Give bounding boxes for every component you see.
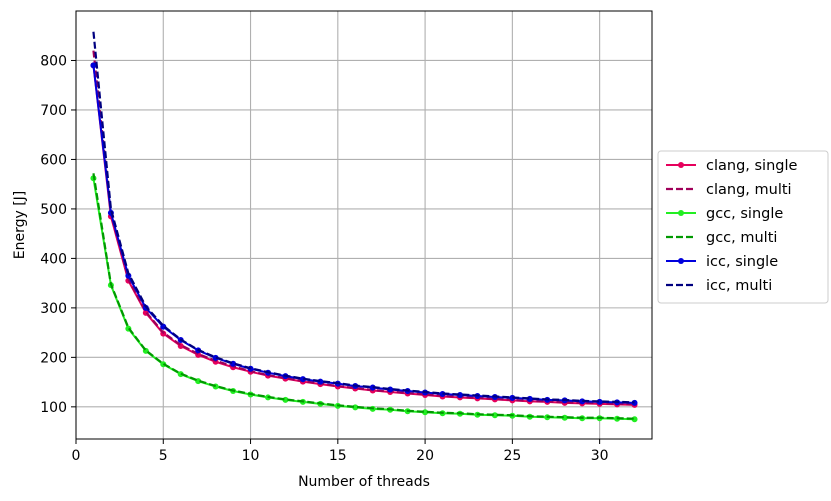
x-tick-label: 5 bbox=[159, 448, 168, 464]
legend-label: icc, single bbox=[706, 254, 778, 270]
legend-label: icc, multi bbox=[706, 278, 772, 294]
grid bbox=[75, 11, 652, 439]
legend-box bbox=[657, 150, 829, 304]
series-line-gcc-single bbox=[92, 178, 635, 421]
legend-label: gcc, single bbox=[706, 206, 783, 222]
series-line-icc-single bbox=[92, 65, 635, 404]
legend-item: clang, single bbox=[666, 158, 798, 174]
legend-item: clang, multi bbox=[666, 182, 792, 198]
y-tick-label: 200 bbox=[40, 350, 67, 366]
data-point bbox=[90, 62, 97, 69]
series-icc-single bbox=[90, 62, 638, 406]
y-axis: 100 200 300 400 500 600 700 800 bbox=[40, 53, 76, 416]
legend-label: gcc, multi bbox=[706, 230, 777, 246]
y-tick-label: 500 bbox=[40, 202, 67, 218]
legend-label: clang, single bbox=[706, 158, 798, 174]
x-tick-label: 30 bbox=[591, 448, 609, 464]
legend: clang, single clang, multi gcc, single gcc,… bbox=[657, 150, 829, 304]
x-tick-label: 20 bbox=[416, 448, 434, 464]
y-tick-label: 600 bbox=[40, 152, 67, 168]
x-axis: 0 5 10 15 20 25 30 bbox=[72, 439, 609, 464]
series-line-icc-multi bbox=[92, 31, 635, 404]
series-clang-multi bbox=[92, 50, 635, 406]
series-gcc-multi bbox=[92, 173, 635, 420]
legend-item: gcc, single bbox=[666, 206, 783, 222]
x-tick-label: 0 bbox=[72, 448, 81, 464]
data-point bbox=[212, 354, 219, 361]
y-tick-label: 300 bbox=[40, 301, 67, 317]
legend-marker bbox=[678, 162, 684, 168]
legend-item: icc, multi bbox=[666, 278, 772, 294]
y-tick-label: 800 bbox=[40, 53, 67, 69]
x-tick-label: 10 bbox=[242, 448, 260, 464]
series-gcc-single bbox=[90, 175, 638, 423]
y-tick-label: 100 bbox=[40, 400, 67, 416]
legend-item: icc, single bbox=[666, 254, 778, 270]
series-line-gcc-multi bbox=[92, 173, 635, 420]
legend-marker bbox=[678, 258, 684, 264]
x-tick-label: 25 bbox=[503, 448, 521, 464]
series-layer bbox=[90, 31, 638, 423]
legend-item: gcc, multi bbox=[666, 230, 777, 246]
series-line-clang-single bbox=[92, 65, 635, 406]
legend-marker bbox=[678, 210, 684, 216]
data-point bbox=[299, 376, 306, 383]
plot-frame bbox=[75, 10, 653, 440]
legend-label: clang, multi bbox=[706, 182, 792, 198]
series-clang-single bbox=[90, 62, 638, 408]
series-icc-multi bbox=[92, 31, 635, 404]
series-line-clang-multi bbox=[92, 50, 635, 406]
y-tick-label: 400 bbox=[40, 251, 67, 267]
y-axis-label: Energy [J] bbox=[12, 191, 28, 260]
x-axis-label: Number of threads bbox=[298, 474, 430, 490]
x-tick-label: 15 bbox=[329, 448, 347, 464]
y-tick-label: 700 bbox=[40, 103, 67, 119]
